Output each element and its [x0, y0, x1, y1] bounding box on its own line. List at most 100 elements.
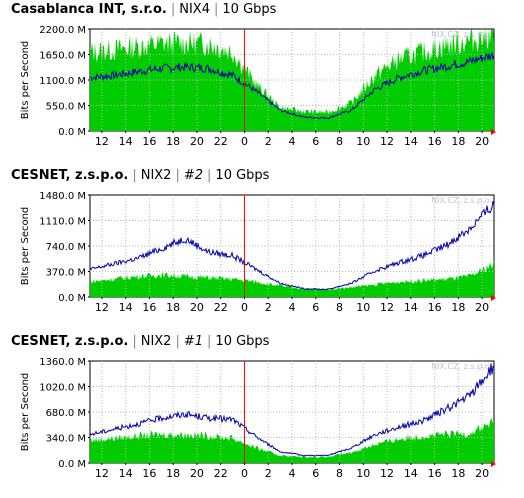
title-separator: | [175, 168, 180, 183]
x-tick-label: 16 [428, 301, 442, 314]
x-tick-label: 16 [428, 467, 442, 480]
x-tick-label: 18 [166, 135, 180, 148]
title-separator: | [132, 168, 137, 183]
x-tick-label: 20 [475, 467, 489, 480]
x-tick-label: 4 [289, 467, 296, 480]
inbound-traffic-area [90, 259, 494, 297]
watermark: NIX.CZ, z.s.p.o. [431, 30, 492, 39]
x-tick-label: 18 [451, 467, 465, 480]
y-axis-label: Bits per Second [20, 373, 31, 452]
y-tick-label: 1110.0 M [39, 217, 86, 228]
speed-label: 10 Gbps [222, 2, 277, 17]
x-tick-label: 18 [451, 135, 465, 148]
title-separator: | [175, 334, 180, 349]
y-tick-label: 1650.0 M [39, 51, 86, 62]
y-tick-label: 680.0 M [46, 408, 86, 419]
member-name: Casablanca INT, s.r.o. [11, 2, 167, 17]
x-tick-label: 14 [119, 467, 133, 480]
x-tick-label: 20 [475, 301, 489, 314]
x-tick-label: 18 [451, 301, 465, 314]
x-tick-label: 16 [142, 301, 156, 314]
x-tick-label: 16 [142, 135, 156, 148]
x-tick-label: 14 [119, 301, 133, 314]
y-tick-label: 1020.0 M [39, 383, 86, 394]
x-tick-label: 10 [356, 135, 370, 148]
graph-title: Casablanca INT, s.r.o. | NIX4 | 10 Gbps [11, 2, 276, 17]
x-tick-label: 12 [380, 467, 394, 480]
y-tick-label: 1360.0 M [39, 357, 86, 368]
x-tick-label: 14 [404, 301, 418, 314]
x-tick-label: 0 [241, 135, 248, 148]
graph-canvas: NIX.CZ, z.s.p.o. 0.0 M 550.0 M 1100.0 M 1650… [20, 25, 496, 148]
x-tick-label: 14 [119, 135, 133, 148]
x-tick-label: 18 [166, 467, 180, 480]
x-tick-label: 2 [265, 467, 272, 480]
y-tick-label: 1100.0 M [39, 76, 86, 87]
x-tick-label: 22 [214, 135, 228, 148]
x-tick-label: 10 [356, 467, 370, 480]
graph-canvas: NIX.CZ, z.s.p.o. 0.0 M 340.0 M 680.0 M 1020.… [20, 357, 496, 480]
speed-label: 10 Gbps [215, 168, 270, 183]
member-name: CESNET, z.s.p.o. [11, 168, 129, 183]
x-tick-label: 20 [190, 135, 204, 148]
port-label: #2 [183, 168, 204, 183]
x-tick-label: 14 [404, 135, 418, 148]
x-tick-label: 20 [475, 135, 489, 148]
y-tick-label: 0.0 M [58, 293, 86, 304]
x-tick-label: 8 [336, 301, 343, 314]
exchange-label: NIX4 [179, 2, 210, 17]
x-tick-label: 16 [428, 135, 442, 148]
exchange-label: NIX2 [140, 334, 172, 349]
axis-arrow [491, 129, 496, 135]
x-tick-label: 14 [404, 467, 418, 480]
x-tick-label: 0 [241, 301, 248, 314]
x-tick-label: 20 [190, 467, 204, 480]
x-tick-label: 16 [142, 467, 156, 480]
y-tick-label: 0.0 M [58, 459, 86, 470]
y-tick-label: 340.0 M [46, 434, 86, 445]
title-separator: | [214, 2, 219, 17]
y-tick-label: 550.0 M [46, 102, 86, 113]
port-label: #1 [183, 334, 204, 349]
x-tick-label: 12 [95, 135, 109, 148]
outbound-traffic-line [89, 363, 495, 457]
x-tick-label: 4 [289, 301, 296, 314]
y-tick-label: 740.0 M [46, 242, 86, 253]
x-tick-label: 12 [95, 301, 109, 314]
graph-panel-2: CESNET, z.s.p.o. | NIX2 | #2 | 10 Gbps NIX.CZ, … [0, 166, 524, 326]
x-tick-label: 22 [214, 467, 228, 480]
title-separator: | [207, 334, 212, 349]
y-tick-label: 1480.0 M [39, 191, 86, 202]
x-tick-label: 8 [336, 467, 343, 480]
x-tick-label: 2 [265, 135, 272, 148]
graph-title: CESNET, z.s.p.o. | NIX2 | #1 | 10 Gbps [11, 334, 269, 349]
y-axis-label: Bits per Second [20, 207, 31, 286]
graph-canvas: NIX.CZ, z.s.p.o. 0.0 M 370.0 M 740.0 M 1110.… [20, 191, 496, 314]
y-tick-label: 370.0 M [46, 268, 86, 279]
x-tick-label: 4 [289, 135, 296, 148]
x-tick-label: 0 [241, 467, 248, 480]
exchange-label: NIX2 [140, 168, 172, 183]
x-tick-label: 12 [380, 135, 394, 148]
x-tick-label: 22 [214, 301, 228, 314]
axis-arrow [491, 461, 496, 467]
title-separator: | [207, 168, 212, 183]
x-tick-label: 8 [336, 135, 343, 148]
x-tick-label: 20 [190, 301, 204, 314]
x-tick-label: 6 [312, 135, 319, 148]
member-name: CESNET, z.s.p.o. [11, 334, 129, 349]
watermark: NIX.CZ, z.s.p.o. [431, 196, 492, 205]
x-tick-label: 2 [265, 301, 272, 314]
graph-panel-1: Casablanca INT, s.r.o. | NIX4 | 10 Gbps NIX.C… [0, 0, 524, 160]
x-tick-label: 10 [356, 301, 370, 314]
outbound-traffic-line [89, 200, 495, 291]
y-tick-label: 0.0 M [58, 127, 86, 138]
speed-label: 10 Gbps [215, 334, 270, 349]
x-tick-label: 18 [166, 301, 180, 314]
y-axis-label: Bits per Second [20, 41, 31, 120]
graph-title: CESNET, z.s.p.o. | NIX2 | #2 | 10 Gbps [11, 168, 269, 183]
x-tick-label: 12 [380, 301, 394, 314]
watermark: NIX.CZ, z.s.p.o. [431, 362, 492, 371]
x-tick-label: 12 [95, 467, 109, 480]
title-separator: | [132, 334, 137, 349]
